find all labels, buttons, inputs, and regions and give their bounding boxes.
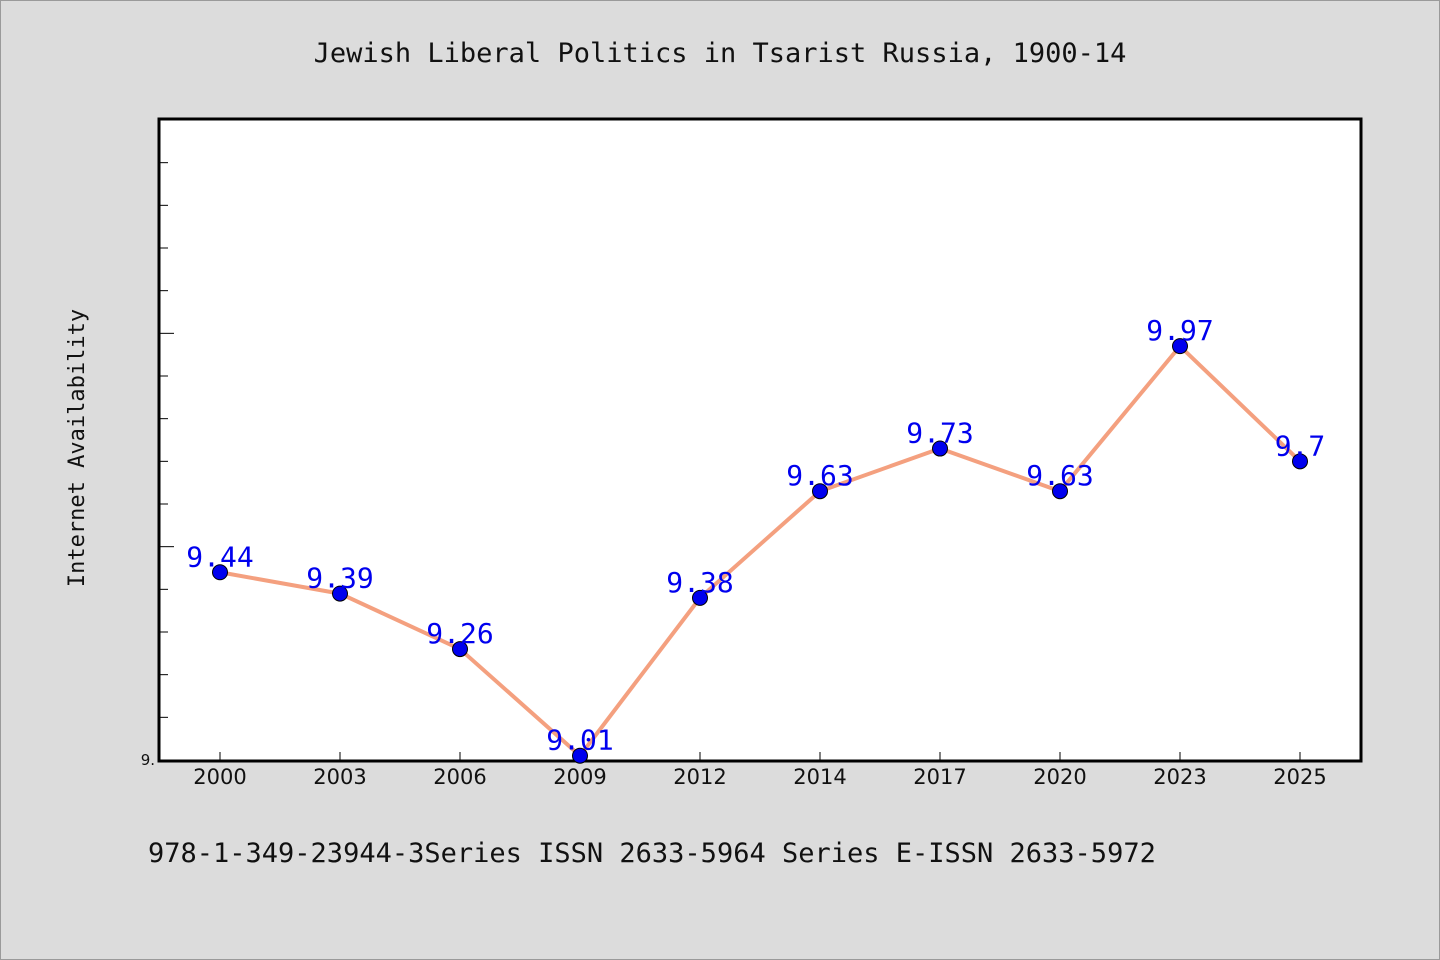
data-label: 9.01 bbox=[546, 724, 613, 757]
x-tick-label: 2003 bbox=[313, 765, 366, 789]
data-label: 9.63 bbox=[786, 459, 853, 492]
chart-title: Jewish Liberal Politics in Tsarist Russi… bbox=[314, 38, 1127, 69]
data-label: 9.26 bbox=[426, 617, 493, 650]
data-label: 9.39 bbox=[306, 562, 373, 595]
data-point bbox=[932, 440, 948, 457]
y-axis-ticks: 9. bbox=[141, 162, 174, 769]
data-label: 9.63 bbox=[1026, 459, 1093, 492]
x-tick-label: 2009 bbox=[553, 765, 606, 789]
x-tick-label: 2025 bbox=[1273, 765, 1326, 789]
x-tick-label: 2014 bbox=[793, 765, 846, 789]
data-point bbox=[1292, 453, 1308, 470]
data-point bbox=[812, 483, 828, 500]
y-tick-label: 9. bbox=[141, 751, 155, 769]
data-point bbox=[692, 589, 708, 606]
plot-area bbox=[157, 117, 1363, 763]
x-tick-label: 2017 bbox=[913, 765, 966, 789]
series-line bbox=[219, 344, 1302, 758]
x-tick-label: 2012 bbox=[673, 765, 726, 789]
data-point bbox=[452, 641, 468, 658]
data-label: 9.38 bbox=[666, 566, 733, 599]
data-label: 9.73 bbox=[906, 417, 973, 450]
x-axis-ticks: 2000 2003 2006 2009 2012 2014 2017 2020 2023 2025 bbox=[193, 752, 1327, 789]
x-tick-label: 2020 bbox=[1033, 765, 1086, 789]
x-tick-label: 2023 bbox=[1153, 765, 1206, 789]
data-point bbox=[572, 747, 588, 764]
x-tick-label: 2000 bbox=[193, 765, 246, 789]
data-point bbox=[1052, 483, 1068, 500]
x-tick-label: 2006 bbox=[433, 765, 486, 789]
series-group: 9.44 9.39 9.26 9.01 9.38 9.63 9.73 9.63 9.97 9.7 bbox=[186, 314, 1326, 764]
footer-isbn-text: 978-1-349-23944-3Series ISSN 2633-5964 S… bbox=[148, 838, 1156, 869]
data-label: 9.7 bbox=[1275, 429, 1326, 462]
data-label: 9.44 bbox=[186, 540, 253, 573]
data-point bbox=[212, 564, 228, 581]
data-point bbox=[1172, 338, 1188, 355]
data-point bbox=[332, 585, 348, 602]
y-axis-label: Internet Availability bbox=[65, 309, 90, 587]
data-label: 9.97 bbox=[1146, 314, 1213, 347]
